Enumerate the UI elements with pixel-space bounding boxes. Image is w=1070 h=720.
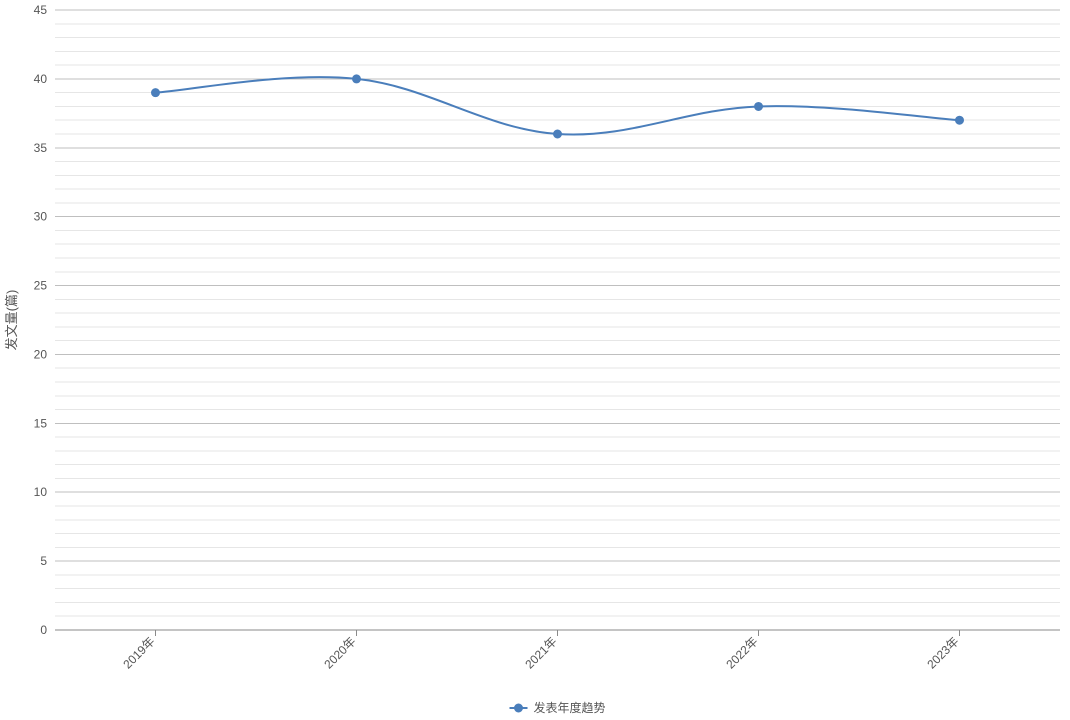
x-tick-label-group: 2022年 <box>723 634 760 671</box>
y-tick-label: 10 <box>34 485 48 499</box>
series-marker <box>755 102 763 110</box>
x-tick-label: 2020年 <box>321 634 358 671</box>
y-tick-label: 15 <box>34 416 48 430</box>
series-marker <box>353 75 361 83</box>
y-tick-label: 30 <box>34 210 48 224</box>
legend-marker <box>515 704 523 712</box>
x-tick-label: 2023年 <box>924 634 961 671</box>
x-tick-label-group: 2021年 <box>522 634 559 671</box>
y-tick-label: 5 <box>40 554 47 568</box>
x-tick-label-group: 2020年 <box>321 634 358 671</box>
y-tick-label: 35 <box>34 141 48 155</box>
x-tick-label-group: 2019年 <box>120 634 157 671</box>
y-tick-label: 0 <box>40 623 47 637</box>
series-marker <box>554 130 562 138</box>
legend-label: 发表年度趋势 <box>534 700 606 715</box>
x-tick-label: 2021年 <box>522 634 559 671</box>
y-tick-label: 20 <box>34 347 48 361</box>
line-chart: 0 5 10 15 20 25 30 35 40 45 2019年 2020年 2021年 2022年 20… <box>0 0 1070 720</box>
y-tick-label: 25 <box>34 279 48 293</box>
series-line <box>156 77 960 134</box>
x-tick-label-group: 2023年 <box>924 634 961 671</box>
y-tick-label: 45 <box>34 3 48 17</box>
series-marker <box>956 116 964 124</box>
chart-container: 0 5 10 15 20 25 30 35 40 45 2019年 2020年 2021年 2022年 20… <box>0 0 1070 720</box>
series-marker <box>152 89 160 97</box>
x-tick-label: 2019年 <box>120 634 157 671</box>
y-tick-label: 40 <box>34 72 48 86</box>
y-axis-label: 发文量(篇) <box>4 290 19 351</box>
x-tick-label: 2022年 <box>723 634 760 671</box>
